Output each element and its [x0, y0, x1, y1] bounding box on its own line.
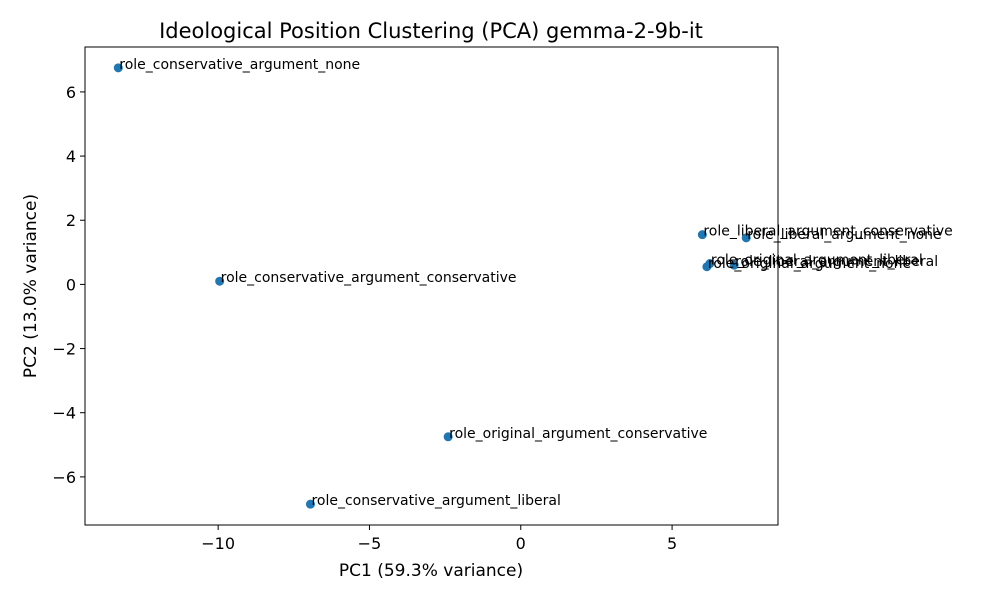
data-point: [443, 432, 453, 442]
data-point: [305, 499, 315, 509]
y-tick-label: 4: [66, 147, 76, 166]
data-point-label: role_original_argument_none: [708, 256, 911, 272]
x-axis-ticks: −10 −5 0 5: [201, 525, 677, 553]
data-point-label: role_original_argument_liberal: [711, 253, 923, 269]
plot-frame: [84, 46, 779, 526]
y-tick-label: 6: [66, 83, 76, 102]
data-point-label: role_liberal_argument_none: [747, 227, 941, 243]
x-tick-label: −10: [201, 534, 235, 553]
y-tick-label: −6: [52, 468, 76, 487]
x-tick-label: −5: [358, 534, 382, 553]
x-tick-label: 0: [516, 534, 526, 553]
data-point-label: role_liberal_argument_liberal: [735, 254, 938, 270]
y-tick-label: 2: [66, 211, 76, 230]
data-point: [215, 276, 225, 286]
x-axis-title: PC1 (59.3% variance): [339, 561, 523, 581]
data-point: [697, 230, 707, 240]
y-tick-label: −4: [52, 404, 76, 423]
x-tick-label: 5: [667, 534, 677, 553]
y-tick-label: 0: [66, 275, 76, 294]
data-point-label: role_conservative_argument_none: [119, 57, 360, 73]
data-point: [741, 233, 751, 243]
data-point-label: role_liberal_argument_conservative: [703, 224, 952, 240]
data-point: [729, 260, 739, 270]
data-point: [113, 63, 123, 73]
y-axis-title: PC2 (13.0% variance): [21, 194, 41, 378]
data-point-label: role_conservative_argument_conservative: [221, 270, 517, 286]
y-axis-ticks: −6 −4 −2 0 2 4 6: [52, 83, 85, 487]
data-point-label: role_conservative_argument_liberal: [311, 493, 560, 509]
data-point-label: role_original_argument_conservative: [449, 426, 707, 442]
chart-title: Ideological Position Clustering (PCA) ge…: [159, 19, 703, 43]
y-tick-label: −2: [52, 340, 76, 359]
data-point: [702, 262, 712, 272]
data-point-labels: role_conservative_argument_none role_cons…: [119, 57, 952, 509]
data-points: [113, 63, 751, 509]
